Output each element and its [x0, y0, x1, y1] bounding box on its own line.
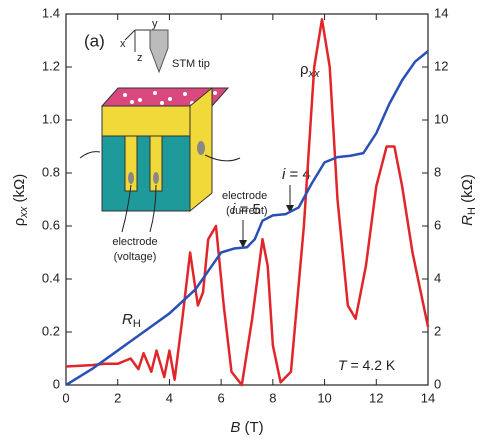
label-part: B: [230, 419, 240, 436]
annotation: y: [152, 18, 158, 30]
y2-tick-label: 2: [434, 323, 441, 338]
annotation-part: = 5: [235, 201, 260, 218]
electrode-strip: [101, 105, 191, 137]
annotation: T = 4.2 K: [338, 357, 396, 373]
data-line: [65, 18, 430, 387]
contact: [128, 172, 134, 184]
y2-tick-label: 14: [434, 5, 448, 20]
axis-arrow: [124, 29, 136, 41]
y-tick-label: 1.4: [42, 5, 60, 20]
current-arrow: [79, 151, 101, 159]
annotation-part: i: [282, 166, 286, 183]
plot-frame: [65, 13, 429, 386]
y-axis-label: ρxx (kΩ): [11, 174, 30, 226]
lead: [121, 184, 132, 233]
y2-tick-label: 10: [434, 111, 448, 126]
x-axis-label: B (T): [230, 419, 263, 436]
label-part: (kΩ): [11, 174, 28, 207]
y2-tick-label: 12: [434, 58, 448, 73]
y2-tick-label: 8: [434, 164, 441, 179]
y-tick-label: 0.8: [42, 164, 60, 179]
y2-tick-label: 4: [434, 270, 441, 285]
annotation-part: T: [338, 357, 348, 373]
annotation-part: = 4: [285, 166, 310, 183]
x-tick-label: 4: [166, 390, 173, 405]
x-tick-label: 12: [369, 390, 383, 405]
annotation: electrode: [222, 190, 267, 202]
annotation: (voltage): [114, 251, 157, 263]
x-tick-label: 8: [269, 390, 276, 405]
annotation: i = 4: [282, 166, 311, 183]
annotation: z: [137, 52, 143, 64]
annotation-part: = 4.2 K: [347, 357, 396, 373]
label-part: ρ: [11, 218, 28, 227]
y-tick-label: 0.4: [42, 270, 60, 285]
x-tick-label: 10: [317, 390, 331, 405]
x-tick-label: 6: [218, 390, 225, 405]
annotation: i = 5: [232, 201, 261, 218]
annotation: electrode: [112, 236, 157, 248]
y-tick-label: 1.2: [42, 58, 60, 73]
label-part: (kΩ): [459, 174, 476, 207]
voltage-electrode: [124, 135, 138, 192]
label-part: R: [122, 311, 133, 328]
x-tick-label: 0: [62, 390, 69, 405]
label-part: H: [466, 207, 478, 215]
y-tick-label: 0: [53, 376, 60, 391]
series-label: RH: [122, 311, 141, 330]
x-tick-label: 14: [421, 390, 435, 405]
annotation: (current): [226, 205, 268, 217]
y2-tick-label: 6: [434, 217, 441, 232]
lead: [149, 184, 157, 233]
label-part: H: [133, 318, 141, 330]
stm-tip: [149, 29, 169, 74]
contact: [153, 172, 159, 184]
label-part: ρ: [300, 61, 309, 78]
annotation: STM tip: [172, 58, 210, 70]
label-part: R: [459, 215, 476, 226]
data-line: [65, 50, 429, 387]
current-arrow: [204, 154, 241, 162]
series-label: ρxx: [300, 61, 320, 80]
panel-label: (a): [84, 31, 105, 50]
y-tick-label: 0.2: [42, 323, 60, 338]
y-tick-label: 0.6: [42, 217, 60, 232]
label-part: (T): [240, 419, 263, 436]
y2-axis-label: RH (kΩ): [459, 174, 478, 226]
y2-tick-label: 0: [434, 376, 441, 391]
annotation: x: [120, 38, 126, 50]
annotation-part: i: [232, 201, 236, 218]
arrow-head: [286, 205, 294, 213]
x-tick-label: 2: [114, 390, 121, 405]
label-part: xx: [18, 206, 30, 219]
arrow-head: [239, 240, 247, 248]
inset-diagram: [79, 29, 241, 233]
y-tick-label: 1.0: [42, 111, 60, 126]
contact: [197, 141, 205, 155]
